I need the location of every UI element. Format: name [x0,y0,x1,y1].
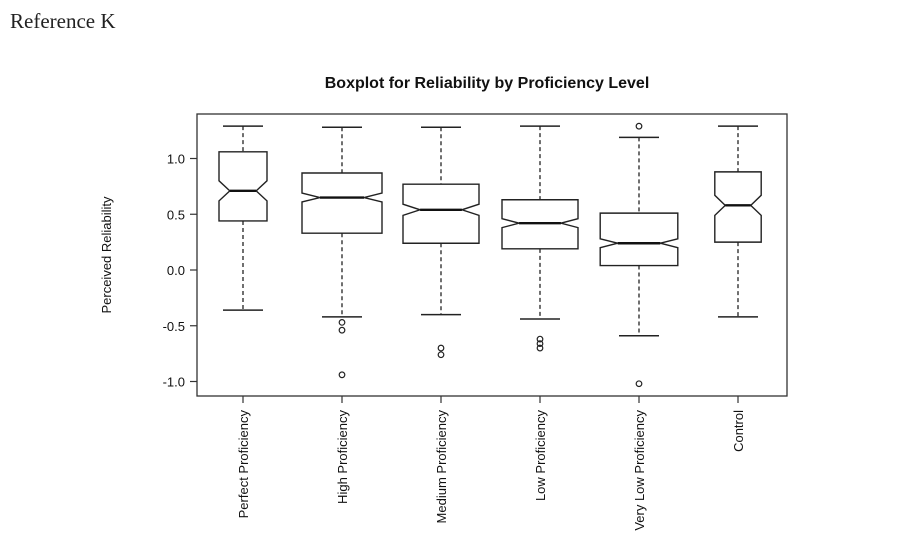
y-tick-label: 0.5 [167,207,185,222]
x-tick-label: Low Proficiency [533,410,548,502]
plot-frame [196,113,788,397]
y-tick-label: 1.0 [167,152,185,167]
x-tick-label: Very Low Proficiency [632,410,647,531]
notched-box [301,172,383,234]
x-tick-label: Medium Proficiency [434,410,449,524]
y-tick-label: 0.0 [167,263,185,278]
outlier-point [338,326,346,334]
outlier-point [536,335,544,343]
box-control: Control [714,125,762,452]
chart-title: Boxplot for Reliability by Proficiency L… [325,75,650,92]
x-tick-label: High Proficiency [335,410,350,504]
notched-box [218,151,268,222]
box-high-proficiency: High Proficiency [301,126,383,504]
x-tick-label: Control [731,410,746,452]
outlier-point [437,351,445,359]
y-tick-label: -1.0 [163,375,185,390]
notched-box [714,171,762,243]
box-very-low-proficiency: Very Low Proficiency [599,122,679,531]
notched-box [599,212,679,267]
y-axis-label: Perceived Reliability [99,196,114,314]
outlier-point [338,319,346,326]
notched-box [402,183,480,244]
y-tick-label: -0.5 [163,319,185,334]
box-medium-proficiency: Medium Proficiency [402,126,480,524]
reference-heading: Reference K [10,9,116,33]
outlier-point [635,122,643,130]
box-perfect-proficiency: Perfect Proficiency [218,125,268,519]
box-low-proficiency: Low Proficiency [501,125,579,502]
outlier-point [437,344,445,352]
outlier-point [536,340,544,347]
outlier-point [338,371,346,379]
outlier-point [635,380,643,388]
outlier-point [536,344,544,352]
y-axis: 1.0 0.5 0.0 -0.5 -1.0 [163,152,197,390]
x-tick-label: Perfect Proficiency [236,410,251,519]
